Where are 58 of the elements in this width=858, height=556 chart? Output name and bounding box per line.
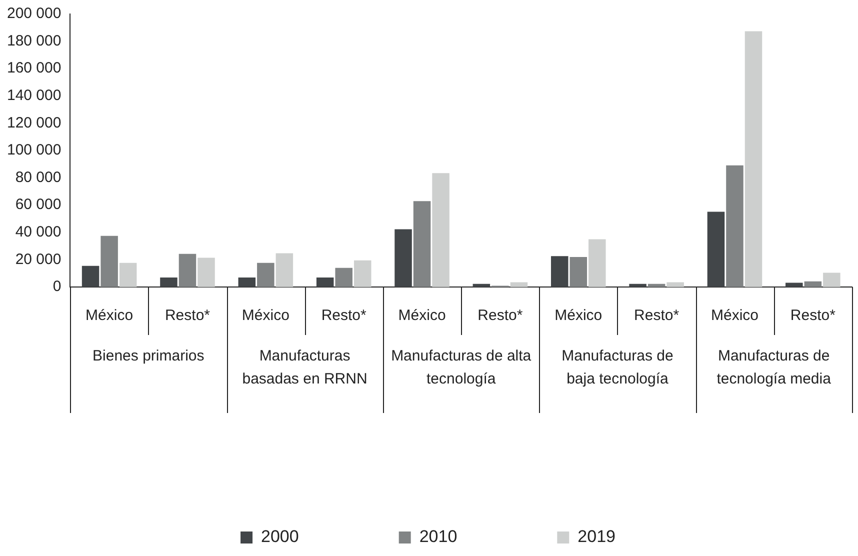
x-tick-label: México	[398, 307, 446, 324]
bar	[82, 266, 100, 287]
bar	[707, 212, 725, 287]
text: Manufacturas de alta tecnología	[391, 348, 532, 388]
bar	[629, 284, 646, 287]
y-tick-label: 100 000	[6, 142, 62, 159]
bar	[804, 281, 822, 287]
y-tick-label: 20 000	[15, 250, 62, 268]
bar	[510, 282, 528, 287]
x-tick-label: México	[554, 307, 602, 324]
x-tick-label: México	[86, 307, 134, 324]
y-tick-label: 0	[52, 278, 62, 296]
text: Bienes primarios	[92, 348, 204, 365]
bar	[160, 277, 178, 287]
bar	[354, 260, 372, 287]
bar	[666, 282, 684, 287]
bar	[238, 277, 256, 287]
bar	[276, 253, 294, 287]
bar	[588, 239, 606, 287]
bar	[413, 201, 431, 287]
legend-label: 2010	[419, 527, 458, 546]
text: Manufacturas basadas en RRNN	[242, 348, 368, 388]
bar	[550, 256, 568, 287]
y-tick-label: 160 000	[6, 60, 62, 77]
x-tick-label: México	[242, 307, 290, 324]
bar	[432, 173, 450, 287]
bar	[316, 277, 334, 287]
x-tick-label: Resto*	[478, 307, 523, 324]
x-tick-label: Resto*	[634, 307, 680, 324]
legend-label: 2019	[578, 527, 616, 546]
bar	[335, 268, 352, 287]
bar	[119, 262, 137, 287]
bar	[648, 284, 666, 287]
bar	[726, 165, 744, 287]
y-tick-label: 60 000	[15, 196, 62, 214]
bar	[744, 31, 762, 287]
text: Manufacturas de tecnología media	[716, 348, 832, 388]
bar	[394, 229, 412, 287]
text: Manufacturas de baja tecnología	[562, 348, 674, 388]
bar	[823, 272, 840, 287]
bar	[100, 236, 118, 287]
y-tick-label: 180 000	[6, 32, 62, 50]
y-tick-label: 40 000	[15, 224, 62, 241]
bar	[570, 256, 588, 287]
y-tick-label: 140 000	[6, 87, 62, 104]
x-tick-label: México	[710, 307, 758, 324]
bar	[786, 282, 803, 287]
y-tick-label: 200 000	[6, 5, 62, 22]
bar	[257, 262, 274, 287]
bar	[198, 258, 215, 287]
x-tick-label: Resto*	[164, 307, 210, 324]
y-tick-label: 120 000	[6, 114, 62, 132]
x-tick-label: Resto*	[321, 307, 367, 324]
bar	[178, 254, 196, 287]
y-tick-label: 80 000	[15, 168, 62, 186]
legend-label: 2000	[261, 527, 299, 546]
bar	[472, 284, 490, 287]
x-tick-label: Resto*	[790, 307, 836, 324]
